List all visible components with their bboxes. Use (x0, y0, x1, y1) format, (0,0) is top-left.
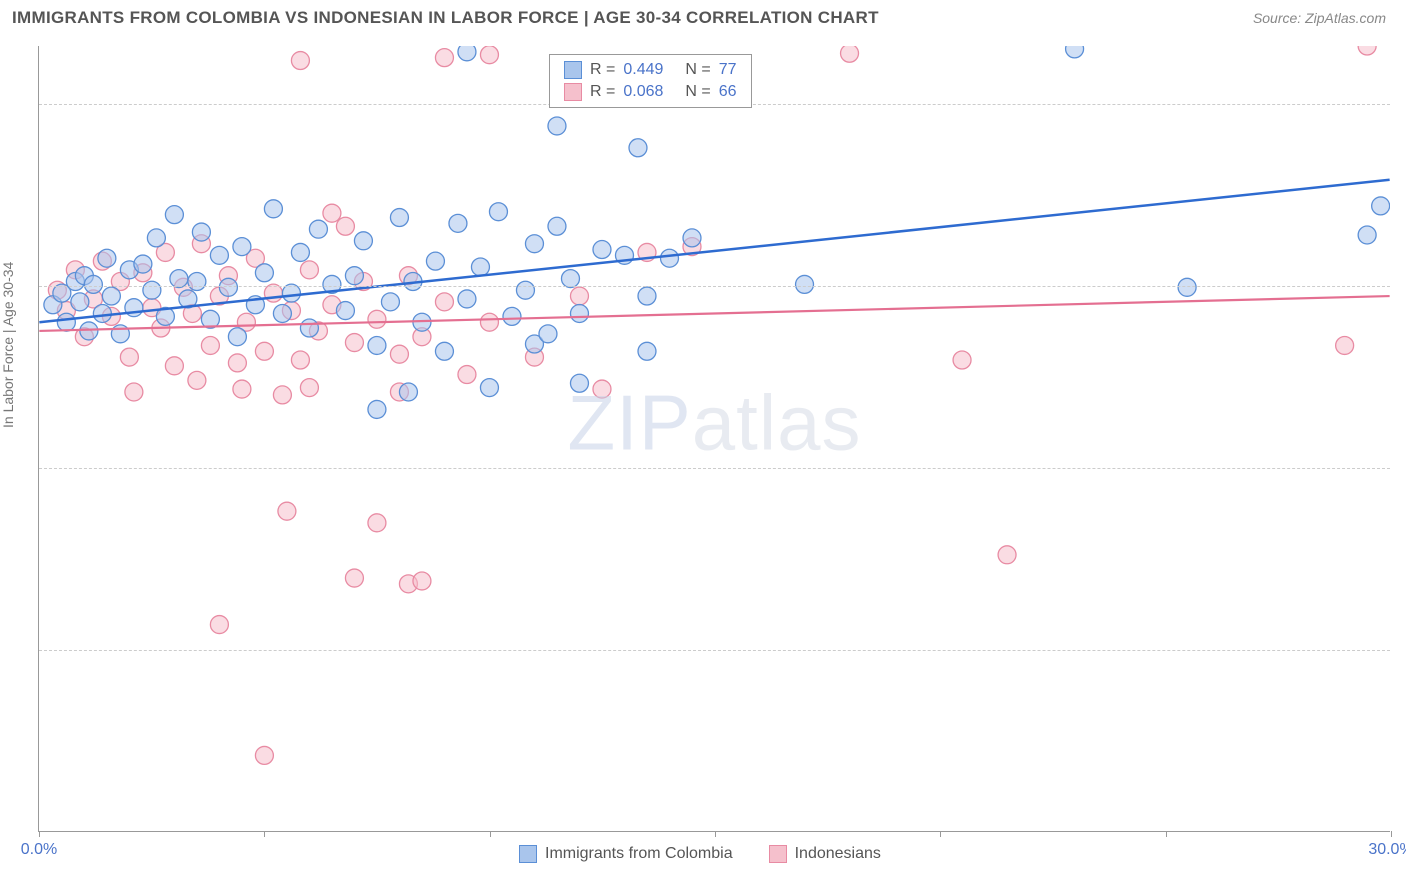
legend-item-indonesian: Indonesians (769, 845, 881, 863)
legend-r-label: R = (590, 83, 615, 101)
legend-n-value-indonesian: 66 (719, 83, 737, 101)
legend-n-label: N = (685, 83, 710, 101)
chart-title: IMMIGRANTS FROM COLOMBIA VS INDONESIAN I… (12, 8, 879, 28)
legend-r-value-indonesian: 0.068 (623, 83, 663, 101)
legend-r-value-colombia: 0.449 (623, 61, 663, 79)
legend-label-colombia: Immigrants from Colombia (545, 845, 733, 863)
x-tick-label: 0.0% (21, 841, 57, 859)
y-axis-label: In Labor Force | Age 30-34 (0, 262, 16, 428)
x-tick-label: 30.0% (1368, 841, 1406, 859)
chart-header: IMMIGRANTS FROM COLOMBIA VS INDONESIAN I… (0, 0, 1406, 32)
legend-n-value-colombia: 77 (719, 61, 737, 79)
scatter-svg (39, 46, 1390, 831)
legend-r-label: R = (590, 61, 615, 79)
legend-row-colombia: R = 0.449 N = 77 (564, 59, 737, 81)
legend-label-indonesian: Indonesians (795, 845, 881, 863)
swatch-indonesian (564, 83, 582, 101)
source-attribution: Source: ZipAtlas.com (1253, 10, 1386, 26)
legend-n-label: N = (685, 61, 710, 79)
legend-item-colombia: Immigrants from Colombia (519, 845, 733, 863)
swatch-indonesian (769, 845, 787, 863)
swatch-colombia (519, 845, 537, 863)
series-legend: Immigrants from Colombia Indonesians (519, 845, 881, 863)
correlation-legend: R = 0.449 N = 77 R = 0.068 N = 66 (549, 54, 752, 108)
legend-row-indonesian: R = 0.068 N = 66 (564, 81, 737, 103)
chart-plot-area: ZIPatlas R = 0.449 N = 77 R = 0.068 N = … (38, 46, 1390, 832)
swatch-colombia (564, 61, 582, 79)
